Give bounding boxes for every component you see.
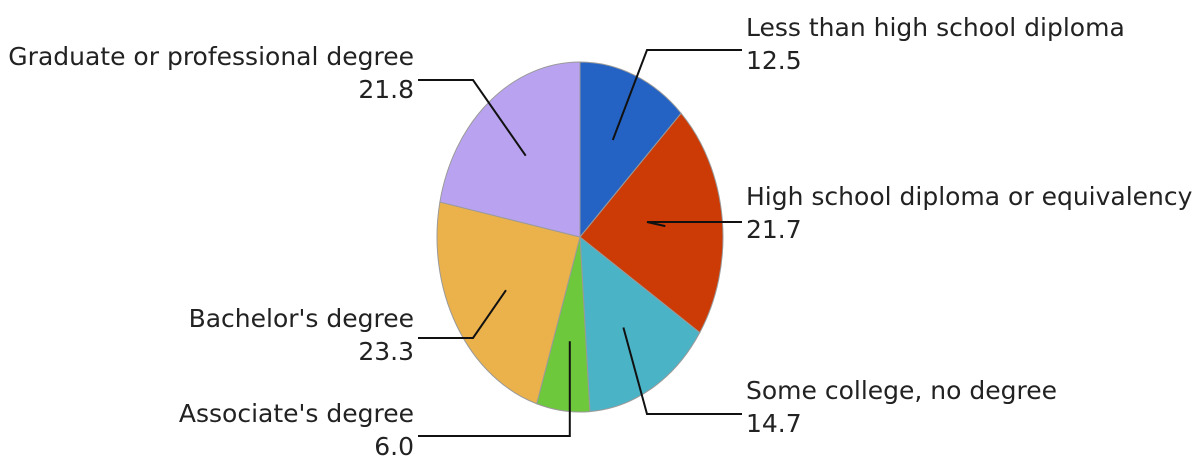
slice-value-graduate: 21.8: [358, 75, 414, 104]
pie-slices: [436, 61, 724, 413]
slice-value-less-than-high-school: 12.5: [746, 46, 802, 75]
slice-value-high-school: 21.7: [746, 215, 802, 244]
pie-slice-graduate: [439, 61, 581, 238]
slice-label-associates: Associate's degree: [179, 399, 414, 428]
slice-value-some-college: 14.7: [746, 409, 802, 438]
leader-line-less-than-high-school: [611, 49, 742, 141]
leader-line-associates: [418, 341, 571, 437]
slice-label-high-school: High school diploma or equivalency: [746, 182, 1193, 211]
pie-slice-some-college: [579, 235, 701, 413]
slice-label-less-than-high-school: Less than high school diploma: [746, 13, 1125, 42]
slice-value-bachelors: 23.3: [358, 337, 414, 366]
slice-label-bachelors: Bachelor's degree: [189, 304, 414, 333]
leader-line-some-college: [622, 327, 742, 415]
leader-lines: [418, 49, 742, 437]
pie-slice-less-than-high-school: [579, 61, 682, 239]
leader-line-high-school: [646, 221, 742, 228]
leader-line-bachelors: [418, 289, 507, 339]
slice-label-some-college: Some college, no degree: [746, 376, 1057, 405]
pie-slice-bachelors: [436, 201, 581, 405]
slice-label-graduate: Graduate or professional degree: [8, 42, 414, 71]
slice-value-associates: 6.0: [374, 432, 414, 461]
leader-line-graduate: [418, 79, 527, 157]
